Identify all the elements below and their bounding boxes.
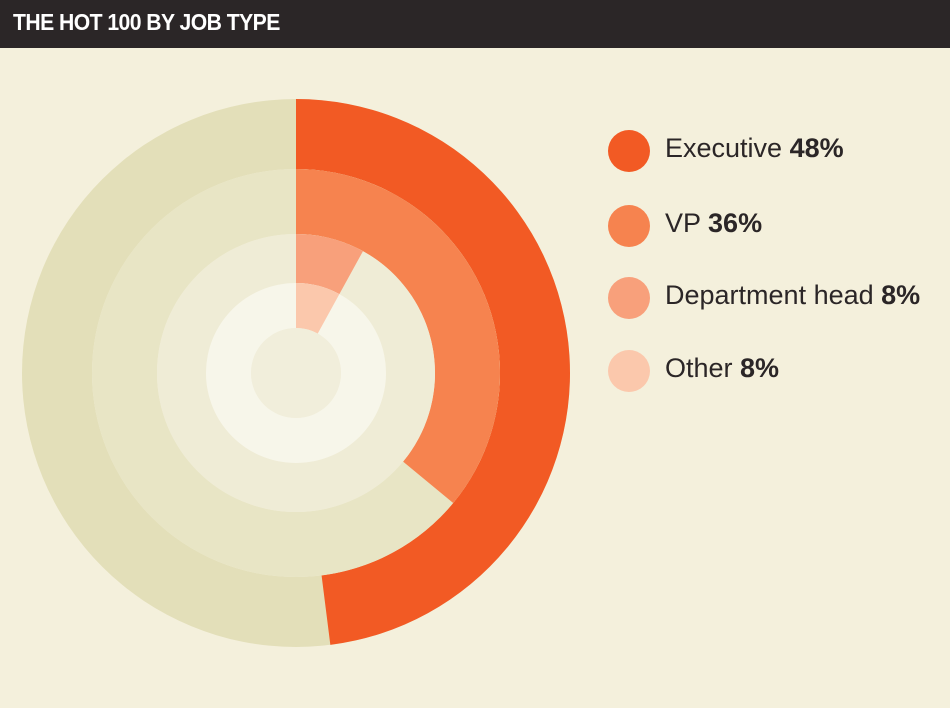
legend-label: Executive	[665, 133, 790, 163]
legend-swatch	[608, 350, 650, 392]
legend-label: Other	[665, 353, 741, 383]
legend-text: VP 36%	[665, 208, 762, 239]
ring-track-department-head	[157, 234, 435, 512]
legend-value: 48%	[789, 133, 844, 163]
legend-text: Department head 8%	[665, 280, 920, 311]
legend-value: 8%	[881, 280, 921, 310]
header-bar: THE HOT 100 BY JOB TYPE	[0, 0, 950, 48]
legend-swatch	[608, 277, 650, 319]
legend-swatch	[608, 205, 650, 247]
chart-title: THE HOT 100 BY JOB TYPE	[13, 9, 280, 35]
ring-arc-vp	[296, 169, 500, 504]
ring-arc-executive	[296, 99, 571, 645]
legend-swatch	[608, 130, 650, 172]
legend-text: Executive 48%	[665, 133, 844, 164]
center-hole	[251, 328, 341, 418]
legend-value: 8%	[740, 353, 780, 383]
legend-label: Department head	[665, 280, 882, 310]
ring-arc-department-head	[296, 234, 363, 295]
radial-ring-chart	[22, 99, 571, 647]
legend-value: 36%	[708, 208, 763, 238]
ring-track-other	[206, 283, 386, 463]
legend-text: Other 8%	[665, 353, 779, 384]
ring-arc-other	[296, 283, 340, 334]
legend-label: VP	[665, 208, 709, 238]
